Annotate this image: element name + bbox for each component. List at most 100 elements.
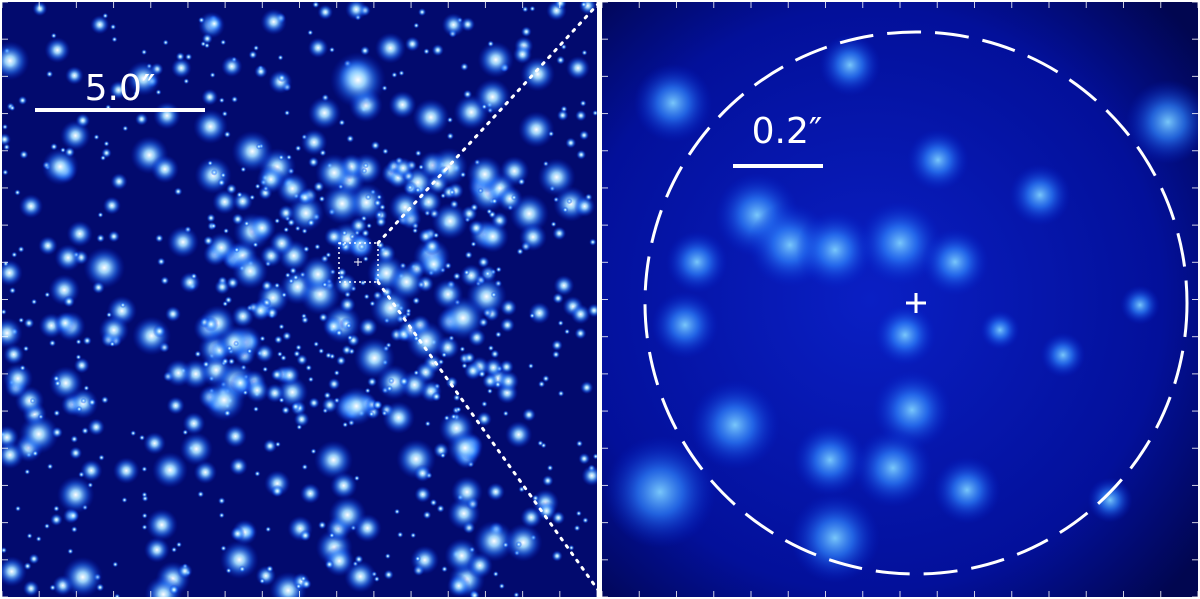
star <box>98 92 105 99</box>
star-blob <box>666 231 728 293</box>
star <box>30 298 38 305</box>
star <box>564 328 571 335</box>
star <box>259 335 266 342</box>
star <box>260 8 287 36</box>
star <box>580 2 587 8</box>
star <box>201 88 219 106</box>
star <box>373 198 382 207</box>
star <box>278 323 285 330</box>
star <box>88 398 97 407</box>
star <box>573 195 596 217</box>
star <box>299 255 337 293</box>
star <box>92 281 105 294</box>
star <box>473 520 515 562</box>
star <box>11 251 18 258</box>
star <box>2 41 30 81</box>
star <box>210 222 217 230</box>
star <box>289 266 297 275</box>
star <box>490 349 500 359</box>
star <box>581 465 597 487</box>
star <box>264 470 291 497</box>
star <box>375 216 387 228</box>
star <box>481 103 488 110</box>
star <box>214 279 230 295</box>
star <box>423 48 430 55</box>
star <box>48 339 57 347</box>
star <box>542 475 554 487</box>
star <box>250 300 271 322</box>
star <box>279 364 301 386</box>
star <box>410 545 440 575</box>
star <box>53 409 61 417</box>
star <box>461 362 468 369</box>
star <box>307 376 314 383</box>
star <box>62 556 103 597</box>
star <box>551 339 563 351</box>
star <box>284 272 291 279</box>
star <box>263 439 278 453</box>
star <box>226 345 233 352</box>
star <box>496 185 523 212</box>
star <box>336 355 347 366</box>
star <box>130 430 137 437</box>
star <box>529 312 536 319</box>
star-blob <box>604 436 716 548</box>
star <box>190 272 198 280</box>
star-blob <box>874 304 936 366</box>
star <box>376 194 383 201</box>
zoom-box <box>338 242 379 283</box>
star <box>441 565 448 573</box>
star <box>96 583 105 592</box>
star <box>24 468 31 475</box>
star <box>497 370 520 393</box>
star <box>102 196 121 215</box>
star <box>269 230 295 256</box>
star <box>64 146 75 158</box>
star <box>220 545 227 552</box>
star <box>314 440 353 480</box>
star <box>329 46 335 53</box>
star <box>233 246 240 253</box>
star <box>50 513 63 526</box>
star <box>592 110 597 116</box>
star <box>261 279 273 292</box>
star <box>490 291 497 298</box>
star <box>429 147 469 187</box>
star <box>44 291 51 298</box>
star <box>300 129 328 156</box>
star <box>179 271 201 294</box>
star <box>476 220 509 253</box>
star <box>233 340 240 347</box>
star <box>367 376 378 387</box>
star <box>256 165 286 194</box>
star <box>50 32 57 39</box>
star <box>550 221 557 228</box>
star <box>528 302 551 325</box>
star <box>44 523 50 530</box>
star <box>486 208 493 215</box>
star <box>399 376 409 387</box>
star <box>19 364 26 372</box>
star <box>383 569 394 580</box>
star <box>587 303 597 318</box>
star <box>48 366 83 400</box>
star <box>141 512 148 519</box>
star <box>80 459 103 482</box>
star <box>229 457 248 476</box>
star <box>504 523 543 562</box>
star <box>212 189 238 215</box>
star <box>573 524 581 532</box>
star <box>221 55 243 78</box>
star <box>171 57 192 79</box>
star <box>17 245 25 253</box>
star <box>101 396 109 404</box>
star <box>277 54 284 61</box>
star <box>249 194 256 201</box>
star <box>437 358 445 365</box>
star <box>323 545 355 577</box>
star <box>466 552 493 579</box>
star <box>449 189 456 196</box>
star <box>369 300 376 307</box>
star <box>202 360 210 368</box>
star <box>404 36 420 52</box>
